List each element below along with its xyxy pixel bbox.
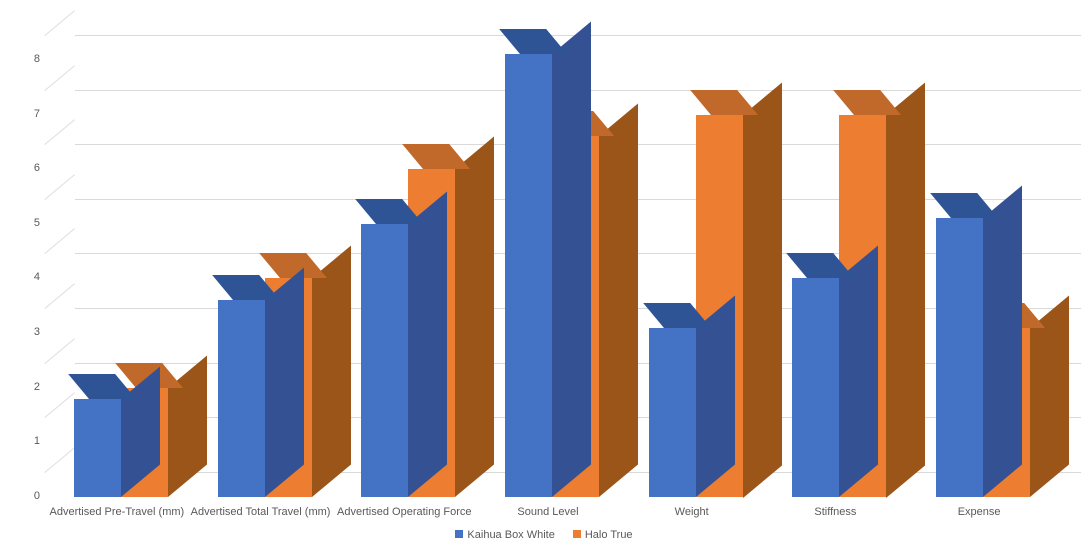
bar-front-face <box>505 54 552 497</box>
x-axis-category-label: Stiffness <box>814 506 857 518</box>
y-axis-tick-label: 4 <box>33 271 40 284</box>
bar-column[interactable] <box>499 21 592 497</box>
bar-side-face <box>264 267 304 497</box>
bar-top-face <box>930 193 999 219</box>
x-axis-category-label: Weight <box>674 506 709 518</box>
y-axis-tick-label: 5 <box>33 216 40 229</box>
bar-column[interactable] <box>930 185 1023 497</box>
y-axis-tick-label: 8 <box>33 52 40 65</box>
bar-side-face <box>311 245 351 497</box>
bar-front-face <box>73 398 121 497</box>
chart-legend: Kaihua Box White Halo True <box>0 529 1088 541</box>
bar-side-face <box>408 191 448 497</box>
bar-side-face <box>983 185 1023 497</box>
bar-column[interactable] <box>355 191 448 497</box>
bar-side-face <box>455 136 495 497</box>
bar-top-face <box>833 89 902 115</box>
bar-column[interactable] <box>642 295 735 497</box>
bar-top-face <box>68 373 136 399</box>
bar-top-face <box>258 253 327 279</box>
bar-front-face <box>792 278 840 497</box>
x-axis-category-label: Advertised Total Travel (mm) <box>190 506 331 518</box>
bar-side-face <box>552 21 592 497</box>
x-axis-category-label: Sound Level <box>517 506 579 518</box>
bar-side-face <box>742 81 782 497</box>
bar-front-face <box>217 300 265 497</box>
bar-side-face <box>886 81 926 497</box>
bar-column[interactable] <box>211 267 304 497</box>
y-axis-tick-label: 0 <box>33 490 40 502</box>
bar-top-face <box>499 29 567 55</box>
y-axis-tick-label: 6 <box>33 162 40 175</box>
bar-column[interactable] <box>786 245 879 497</box>
legend-color-swatch <box>572 530 581 539</box>
bar-top-face <box>402 144 471 170</box>
bar-front-face <box>648 327 696 497</box>
y-axis-tick-label: 1 <box>33 435 40 448</box>
x-axis-category-label: Advertised Operating Force <box>337 506 472 518</box>
legend-color-swatch <box>455 530 464 539</box>
bar-side-face <box>839 245 879 497</box>
y-axis-tick-label: 3 <box>33 326 40 339</box>
legend-item[interactable]: Kaihua Box White <box>455 529 555 542</box>
legend-series-label: Halo True <box>584 529 633 542</box>
bar-front-face <box>361 223 409 497</box>
legend-item[interactable]: Halo True <box>572 529 633 542</box>
bar-top-face <box>689 89 758 115</box>
x-axis-category-label: Advertised Pre-Travel (mm) <box>49 506 185 518</box>
bar-side-face <box>599 103 639 497</box>
legend-series-label: Kaihua Box White <box>467 529 555 542</box>
y-axis-tick-label: 2 <box>33 380 40 393</box>
bar-front-face <box>936 218 984 497</box>
bar-column[interactable] <box>68 366 160 497</box>
x-axis-category-label: Expense <box>957 506 1001 518</box>
y-axis-tick-label: 7 <box>33 107 40 120</box>
